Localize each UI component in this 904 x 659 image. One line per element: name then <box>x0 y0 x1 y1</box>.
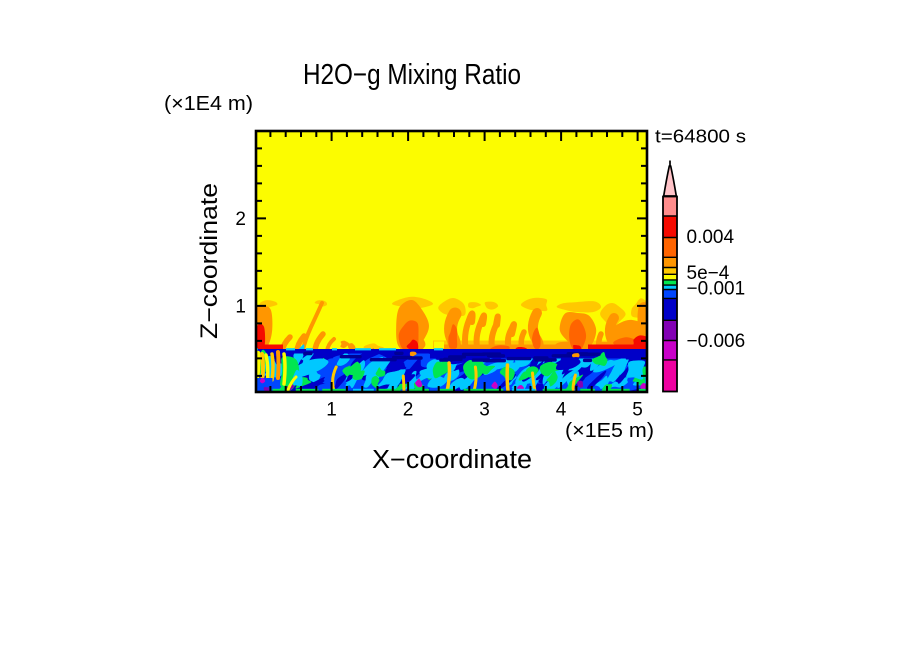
svg-text:1: 1 <box>235 297 246 318</box>
svg-text:−0.001: −0.001 <box>687 279 746 300</box>
svg-text:X−coordinate: X−coordinate <box>372 446 532 474</box>
svg-text:Z−coordinate: Z−coordinate <box>196 183 223 339</box>
svg-text:0.004: 0.004 <box>687 227 735 248</box>
svg-text:3: 3 <box>479 400 490 421</box>
svg-text:4: 4 <box>556 400 567 421</box>
svg-text:2: 2 <box>235 209 246 230</box>
svg-text:(×1E4 m): (×1E4 m) <box>164 93 253 115</box>
svg-text:t=64800 s: t=64800 s <box>655 127 746 147</box>
svg-text:5: 5 <box>632 400 643 421</box>
svg-text:5e−4: 5e−4 <box>687 263 730 284</box>
svg-text:−0.006: −0.006 <box>687 331 746 352</box>
svg-text:1: 1 <box>326 400 337 421</box>
svg-text:(×1E5 m): (×1E5 m) <box>565 420 654 442</box>
svg-text:H2O−g Mixing Ratio: H2O−g Mixing Ratio <box>303 59 521 91</box>
svg-text:2: 2 <box>403 400 414 421</box>
